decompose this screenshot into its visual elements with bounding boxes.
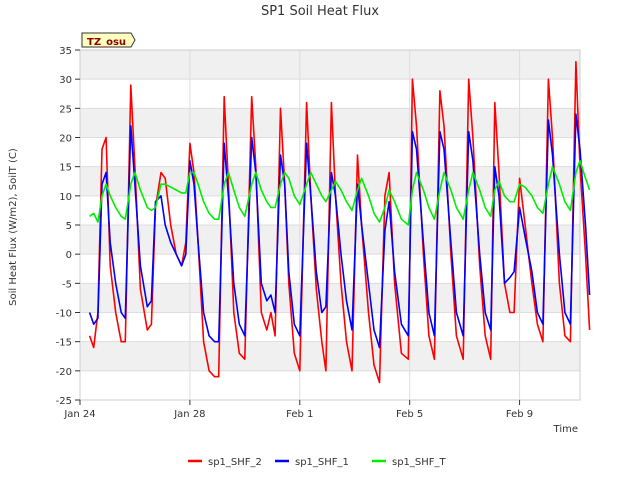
y-tick-label: 0 xyxy=(66,250,72,261)
y-tick-label: 15 xyxy=(59,163,72,174)
legend-label-sp1_SHF_1: sp1_SHF_1 xyxy=(295,457,349,468)
plot-band xyxy=(80,312,580,342)
y-tick-label: 25 xyxy=(59,104,72,115)
y-tick-label: 10 xyxy=(59,192,72,203)
y-tick-label: 5 xyxy=(66,221,72,232)
plot-band xyxy=(80,341,580,371)
y-axis-label: Soil Heat Flux (W/m2), SoilT (C) xyxy=(8,148,19,306)
x-tick-label: Feb 9 xyxy=(506,409,533,420)
plot-band xyxy=(80,79,580,109)
x-axis-label: Time xyxy=(553,424,578,435)
y-tick-label: -5 xyxy=(62,279,72,290)
plot-band xyxy=(80,50,580,80)
site-badge-shape xyxy=(81,32,136,48)
legend-label-sp1_SHF_T: sp1_SHF_T xyxy=(392,457,447,468)
x-tick-label: Jan 24 xyxy=(63,409,95,420)
x-tick-label: Jan 28 xyxy=(173,409,205,420)
y-tick-label: 35 xyxy=(59,46,72,57)
series-line-sp1_SHF_1 xyxy=(88,113,591,349)
series-lines xyxy=(88,60,591,384)
legend-label-sp1_SHF_2: sp1_SHF_2 xyxy=(208,457,262,468)
plot-band xyxy=(80,370,580,400)
plot-band xyxy=(80,225,580,255)
plot-band xyxy=(80,254,580,284)
x-tick-label: Feb 5 xyxy=(396,409,423,420)
plot-band xyxy=(80,283,580,313)
site-badge-label: TZ_osu xyxy=(87,37,126,48)
y-tick-label: 20 xyxy=(59,134,72,145)
y-tick-label: -20 xyxy=(56,367,72,378)
series-line-sp1_SHF_T xyxy=(89,160,591,226)
x-axis-ticks: Jan 24 Jan 28 Feb 1 Feb 5 Feb 9 xyxy=(63,400,533,420)
site-badge: TZ_osu xyxy=(81,32,136,48)
y-axis-ticks: -25 -20 -15 -10 -5 0 5 10 15 20 25 30 35 xyxy=(56,46,80,407)
y-tick-label: -15 xyxy=(56,338,72,349)
x-tick-label: Feb 1 xyxy=(286,409,313,420)
y-tick-label: 30 xyxy=(59,75,72,86)
legend: sp1_SHF_2 sp1_SHF_1 sp1_SHF_T xyxy=(188,457,447,468)
y-tick-label: -10 xyxy=(56,309,72,320)
y-tick-label: -25 xyxy=(56,396,72,407)
chart-title: SP1 Soil Heat Flux xyxy=(261,4,379,19)
